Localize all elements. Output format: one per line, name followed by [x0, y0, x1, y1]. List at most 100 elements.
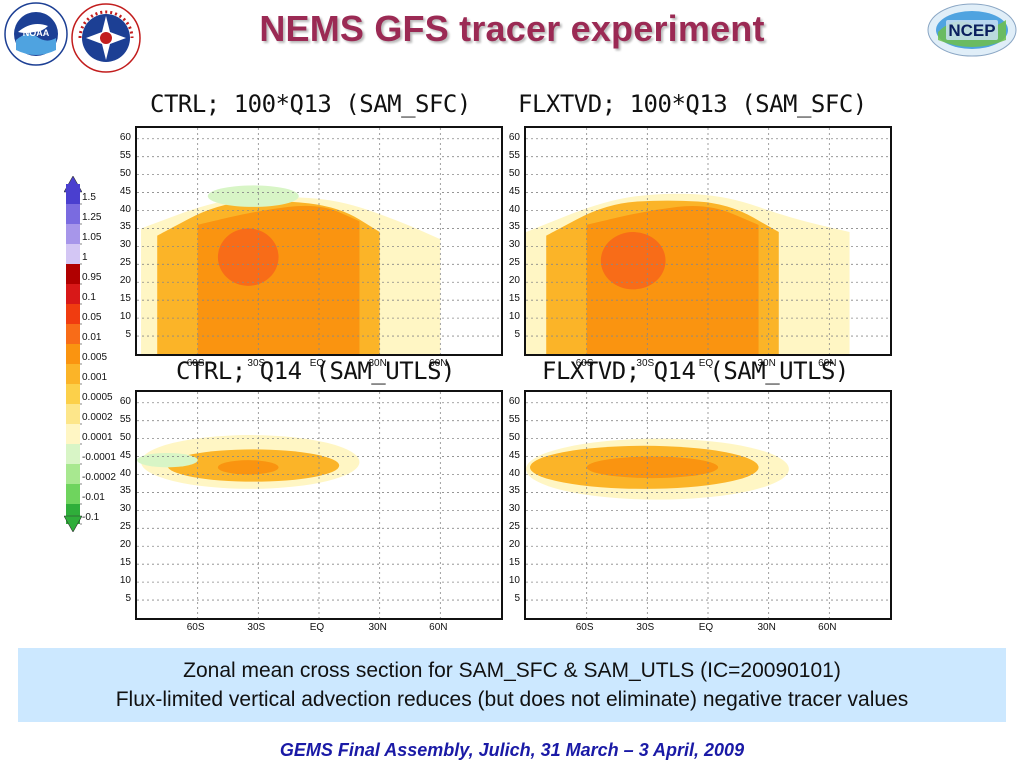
y-tick-label: 60	[508, 131, 520, 143]
colorbar-swatch	[66, 344, 80, 364]
x-tick-label: 30N	[368, 622, 387, 633]
field-negative-patch-3	[137, 452, 198, 468]
colorbar-label: 1.5	[82, 192, 96, 203]
colorbar-label: 0.0005	[82, 392, 113, 403]
panel-title-ctrl-q13: CTRL; 100*Q13 (SAM_SFC)	[150, 90, 471, 118]
caption-box: Zonal mean cross section for SAM_SFC & S…	[18, 648, 1006, 722]
colorbar-label: 0.001	[82, 372, 108, 383]
y-tick-label: 35	[508, 221, 520, 233]
colorbar-swatch	[66, 324, 80, 344]
y-tick-label: 15	[119, 557, 131, 569]
colorbar-label: 1.05	[82, 232, 102, 243]
field-core-3	[217, 228, 279, 286]
plot-canvas	[526, 392, 890, 618]
caption-line-1: Zonal mean cross section for SAM_SFC & S…	[183, 659, 841, 682]
colorbar-swatch	[66, 364, 80, 384]
caption-line-2: Flux-limited vertical advection reduces …	[115, 688, 909, 711]
y-tick-label: 45	[508, 449, 520, 461]
y-tick-label: 45	[119, 449, 131, 461]
footer-text: GEMS Final Assembly, Julich, 31 March – …	[279, 740, 745, 760]
x-tick-label: 30N	[757, 358, 776, 369]
y-tick-label: 60	[508, 395, 520, 407]
x-tick-label: 60S	[186, 358, 205, 369]
x-tick-label: 30S	[636, 358, 655, 369]
ncep-logo: NCEP	[927, 3, 1017, 57]
y-tick-label: 55	[508, 149, 520, 161]
y-tick-label: 40	[119, 467, 131, 479]
colorbar-swatch	[66, 284, 80, 304]
colorbar-label: 0.05	[82, 312, 102, 323]
colorbar-swatch	[66, 184, 80, 204]
panel-title-flxtvd-q14: FLXTVD; Q14 (SAM_UTLS)	[542, 357, 849, 385]
x-tick-label: EQ	[698, 622, 714, 633]
y-tick-label: 5	[125, 329, 131, 341]
x-tick-label: 60S	[575, 622, 594, 633]
colorbar-swatch	[66, 384, 80, 404]
y-tick-label: 5	[514, 329, 520, 341]
colorbar-arrow-bottom	[64, 515, 82, 532]
colorbar-swatch	[66, 444, 80, 464]
y-tick-label: 20	[119, 275, 131, 287]
colorbar-label: 0.0001	[82, 432, 113, 443]
x-tick-label: 60N	[429, 358, 448, 369]
colorbar-swatch	[66, 244, 80, 264]
y-tick-label: 50	[508, 431, 520, 443]
plot-canvas	[137, 392, 501, 618]
y-tick-label: 10	[508, 311, 520, 323]
panel-title-flxtvd-q13: FLXTVD; 100*Q13 (SAM_SFC)	[518, 90, 867, 118]
colorbar-label: 1.25	[82, 212, 102, 223]
colorbar-swatch	[66, 424, 80, 444]
y-tick-label: 15	[508, 293, 520, 305]
y-tick-label: 45	[508, 185, 520, 197]
y-tick-label: 35	[119, 221, 131, 233]
y-tick-label: 35	[508, 485, 520, 497]
colorbar-label: -0.01	[82, 492, 105, 503]
x-tick-label: 60N	[818, 358, 837, 369]
field-negative-patch-4	[207, 185, 299, 207]
x-tick-label: 60S	[186, 622, 205, 633]
y-tick-label: 35	[119, 485, 131, 497]
x-tick-label: EQ	[309, 622, 325, 633]
plot-canvas	[526, 128, 890, 354]
y-tick-label: 40	[119, 203, 131, 215]
plot-flxtvd-q14	[524, 390, 892, 620]
y-tick-label: 25	[119, 257, 131, 269]
y-tick-label: 55	[119, 149, 131, 161]
y-tick-label: 5	[125, 593, 131, 605]
y-tick-label: 25	[119, 521, 131, 533]
colorbar-swatch	[66, 464, 80, 484]
colorbar-label: 0.01	[82, 332, 102, 343]
y-tick-label: 60	[119, 395, 131, 407]
y-tick-label: 20	[119, 539, 131, 551]
colorbar-swatch	[66, 224, 80, 244]
x-tick-label: 30N	[757, 622, 776, 633]
colorbar-label: 0.0002	[82, 412, 113, 423]
y-tick-label: 55	[119, 413, 131, 425]
y-tick-label: 55	[508, 413, 520, 425]
y-tick-label: 5	[514, 593, 520, 605]
noaa-logo-text: NOAA	[23, 28, 50, 38]
y-tick-label: 25	[508, 257, 520, 269]
nws-logo	[71, 3, 141, 73]
colorbar-swatch	[66, 404, 80, 424]
plot-canvas	[137, 128, 501, 354]
y-tick-label: 30	[508, 239, 520, 251]
x-tick-label: 30S	[247, 358, 266, 369]
colorbar	[64, 176, 82, 532]
y-tick-label: 15	[119, 293, 131, 305]
y-tick-label: 10	[119, 311, 131, 323]
colorbar-label: -0.0002	[82, 472, 116, 483]
y-tick-label: 45	[119, 185, 131, 197]
x-tick-label: EQ	[698, 358, 714, 369]
y-tick-label: 50	[119, 431, 131, 443]
slide-title: NEMS GFS tracer experiment	[259, 8, 765, 49]
y-tick-label: 40	[508, 467, 520, 479]
colorbar-label: 0.95	[82, 272, 102, 283]
y-tick-label: 30	[119, 503, 131, 515]
x-tick-label: 30S	[247, 622, 266, 633]
x-tick-label: 60N	[818, 622, 837, 633]
y-tick-label: 50	[119, 167, 131, 179]
ncep-logo-text: NCEP	[948, 21, 995, 40]
plot-flxtvd-q13	[524, 126, 892, 356]
panel-title-ctrl-q14: CTRL; Q14 (SAM_UTLS)	[176, 357, 455, 385]
